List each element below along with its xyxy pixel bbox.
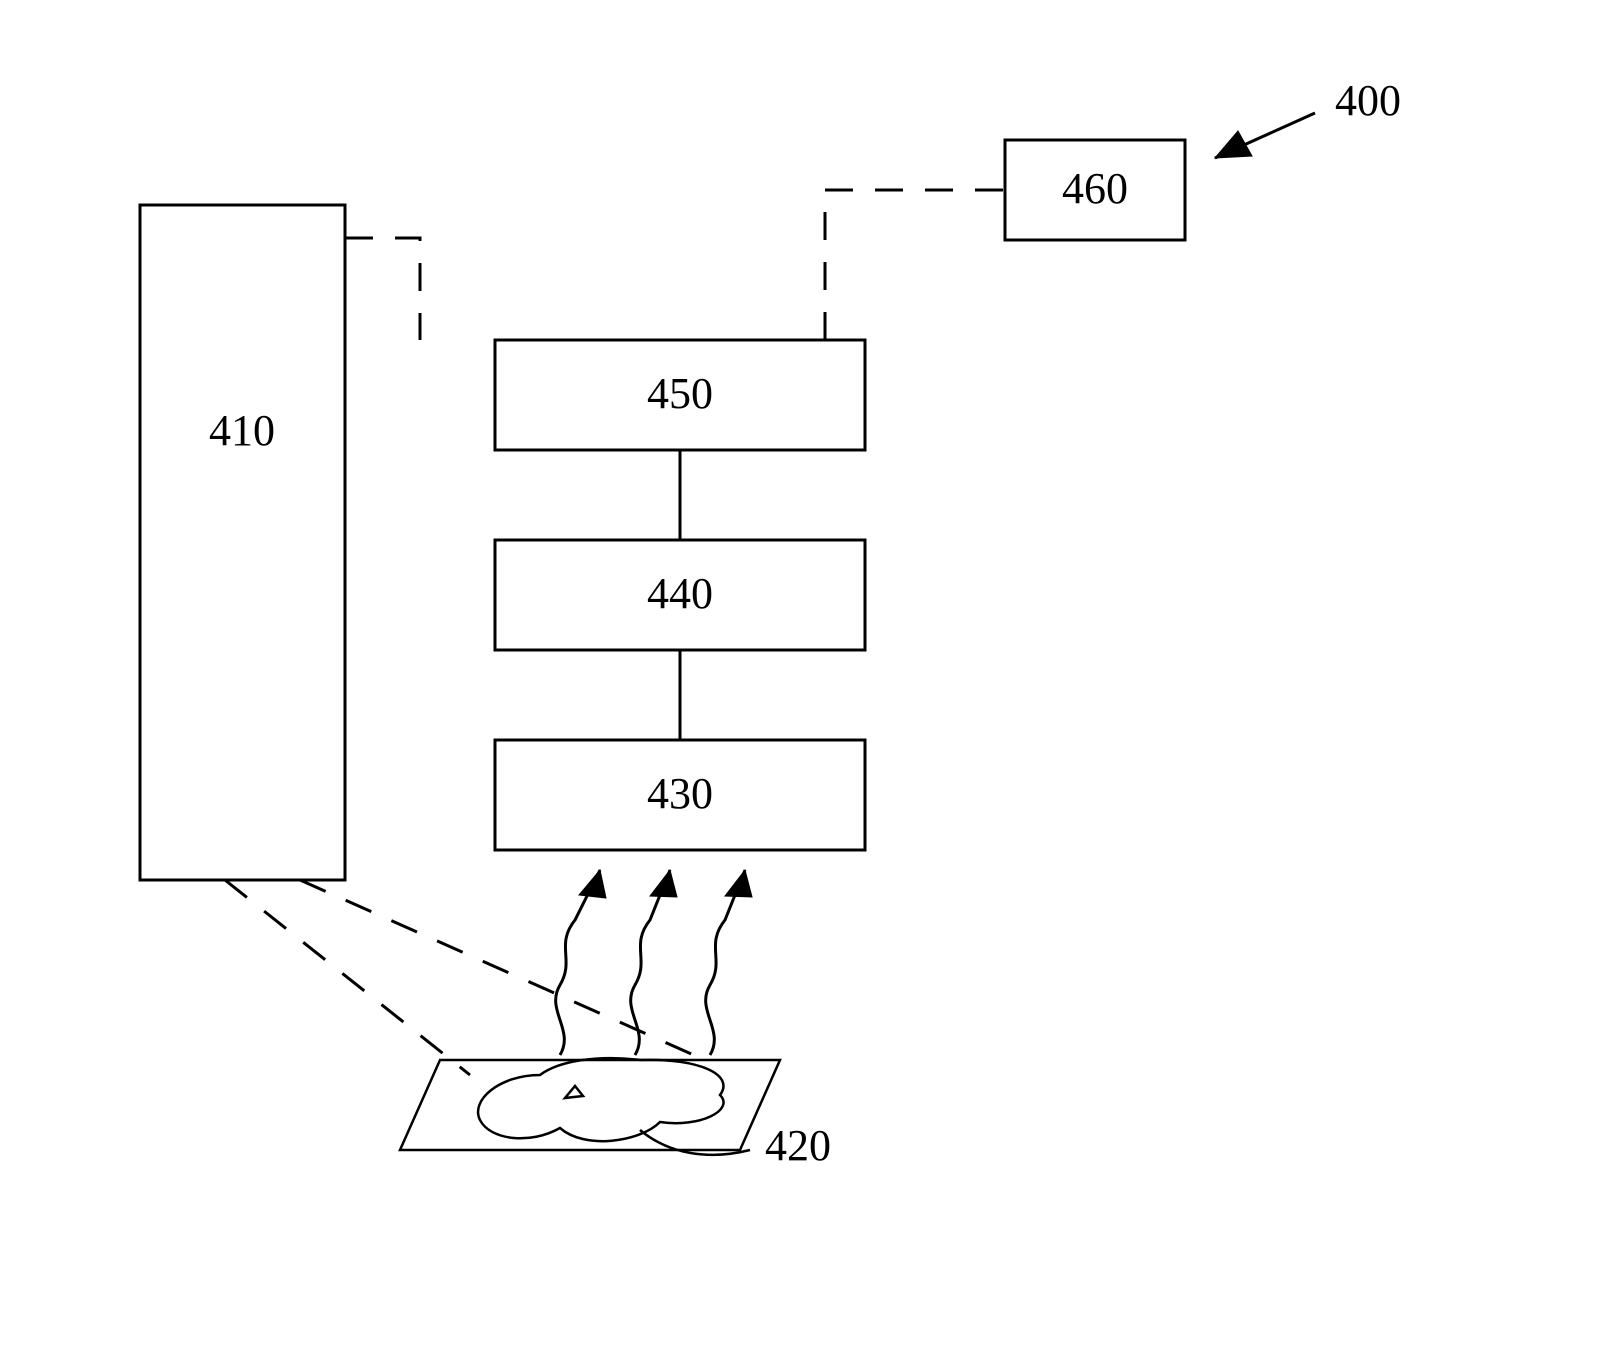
- ray-410-sample-1: [225, 880, 470, 1075]
- label-400: 400: [1335, 76, 1401, 125]
- wavy-arrow-3-head: [725, 870, 752, 897]
- connector-450-460: [825, 190, 1005, 340]
- label-430: 430: [647, 769, 713, 818]
- label-440: 440: [647, 569, 713, 618]
- wavy-arrow-3: [706, 870, 745, 1055]
- label-450: 450: [647, 369, 713, 418]
- box-410: [140, 205, 345, 880]
- wavy-arrow-2: [631, 870, 670, 1055]
- label-460: 460: [1062, 164, 1128, 213]
- wavy-arrow-2-head: [650, 870, 677, 897]
- patent-block-diagram: 410 450 440 430 460 420 400: [0, 0, 1612, 1347]
- connector-410-stack: [345, 238, 420, 340]
- label-410: 410: [209, 406, 275, 455]
- sample-blob-mark: [565, 1086, 583, 1098]
- sample-blob: [478, 1058, 723, 1141]
- label-420: 420: [765, 1121, 831, 1170]
- wavy-arrow-1-head: [579, 870, 606, 898]
- wavy-arrow-1: [556, 870, 600, 1055]
- ray-410-sample-2: [300, 880, 705, 1060]
